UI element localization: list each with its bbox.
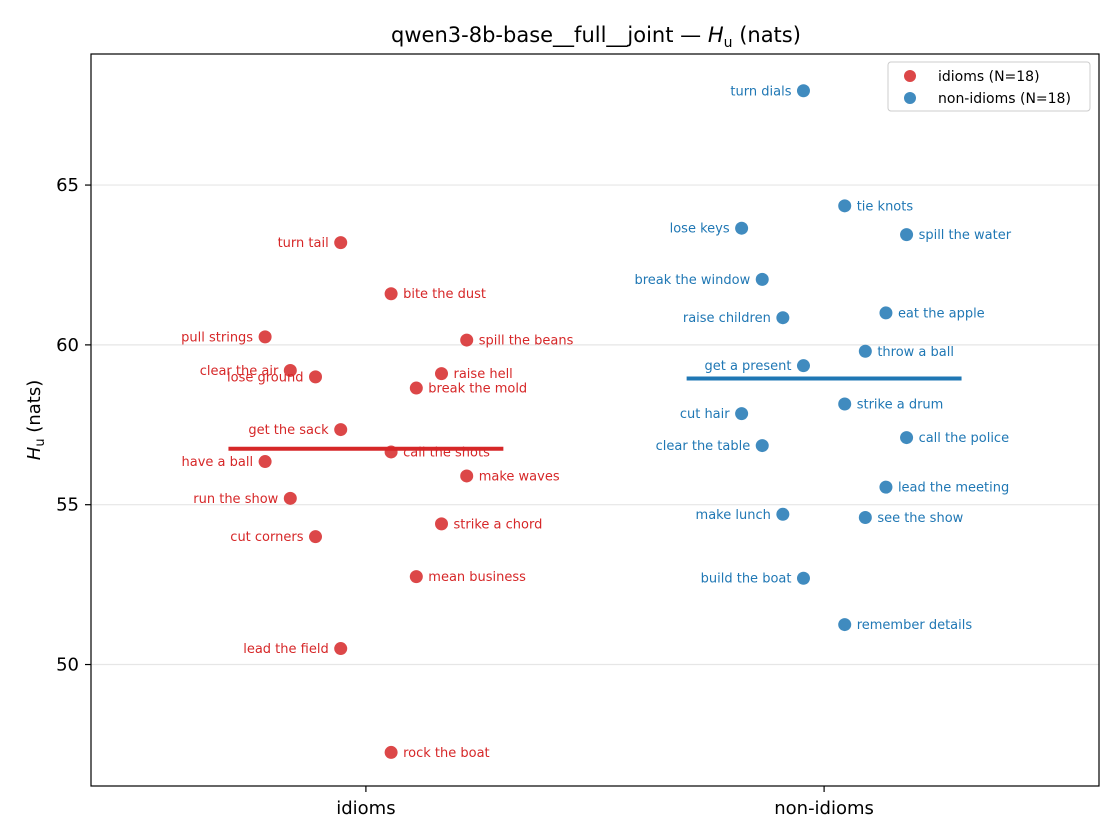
point-labels: turn tail bite the dust pull strings spill …: [181, 84, 1012, 761]
y-tick-label-55: 55: [56, 495, 79, 516]
point-label-break-the-window: break the window: [635, 273, 751, 288]
y-tick-label-60: 60: [56, 335, 79, 356]
point-label-cut-hair: cut hair: [680, 407, 730, 422]
legend-frame: [887, 61, 1091, 112]
point-label-have-a-ball: have a ball: [182, 455, 254, 470]
point-break-the-mold: [409, 381, 423, 395]
point-label-strike-a-drum: strike a drum: [857, 398, 944, 413]
point-label-lead-the-field: lead the field: [243, 642, 328, 657]
point-mean-business: [409, 570, 423, 584]
point-lose-ground: [309, 370, 323, 384]
x-tick-label-idioms: idioms: [336, 798, 395, 819]
legend-label-idioms: idioms (N=18): [938, 69, 1040, 85]
point-call-the-police: [900, 431, 914, 445]
point-label-mean-business: mean business: [428, 570, 526, 585]
point-label-get-a-present: get a present: [704, 359, 791, 374]
point-label-spill-the-water: spill the water: [919, 228, 1012, 243]
point-raise-hell: [435, 367, 449, 381]
point-get-the-sack: [334, 423, 348, 437]
point-label-remember-details: remember details: [857, 618, 973, 633]
point-cut-hair: [735, 407, 749, 421]
point-see-the-show: [858, 510, 872, 524]
legend-marker-non-idioms: [904, 92, 916, 104]
point-turn-tail: [334, 236, 348, 250]
point-label-cut-corners: cut corners: [230, 530, 303, 545]
point-label-make-waves: make waves: [479, 469, 560, 484]
point-eat-the-apple: [879, 306, 893, 320]
grid-lines: [91, 184, 1099, 666]
point-rock-the-boat: [384, 745, 398, 759]
point-lead-the-field: [334, 642, 348, 656]
point-label-turn-tail: turn tail: [278, 236, 329, 251]
point-build-the-boat: [796, 571, 810, 585]
point-turn-dials: [796, 84, 810, 98]
point-spill-the-beans: [460, 333, 474, 347]
point-label-pull-strings: pull strings: [181, 330, 253, 345]
point-cut-corners: [309, 530, 323, 544]
point-label-spill-the-beans: spill the beans: [479, 334, 574, 349]
point-clear-the-air: [283, 363, 297, 377]
x-tick-label-non-idioms: non-idioms: [774, 798, 874, 819]
point-label-lose-keys: lose keys: [670, 222, 730, 237]
point-label-clear-the-air: clear the air: [200, 364, 279, 379]
point-label-turn-dials: turn dials: [730, 84, 791, 99]
point-spill-the-water: [900, 228, 914, 242]
point-lead-the-meeting: [879, 480, 893, 494]
y-axis-label: Hu (nats): [24, 380, 48, 460]
point-raise-children: [776, 311, 790, 325]
point-label-call-the-shots: call the shots: [403, 445, 490, 460]
point-strike-a-chord: [435, 517, 449, 531]
legend: idioms (N=18) non-idioms (N=18): [887, 61, 1091, 112]
y-axis-ticks: 50 55 60 65: [56, 175, 91, 676]
point-clear-the-table: [755, 439, 769, 453]
point-lose-keys: [735, 221, 749, 235]
data-points: [258, 84, 914, 759]
point-bite-the-dust: [384, 287, 398, 301]
point-label-run-the-show: run the show: [193, 492, 278, 507]
legend-label-non-idioms: non-idioms (N=18): [938, 91, 1071, 107]
point-break-the-window: [755, 272, 769, 286]
point-tie-knots: [838, 199, 852, 213]
point-strike-a-drum: [838, 397, 852, 411]
point-label-raise-hell: raise hell: [454, 367, 513, 382]
chart-title: qwen3-8b-base__full__joint — Hu (nats): [391, 23, 801, 51]
point-label-bite-the-dust: bite the dust: [403, 287, 486, 302]
point-label-throw-a-ball: throw a ball: [877, 345, 954, 360]
point-label-build-the-boat: build the boat: [701, 572, 792, 587]
point-have-a-ball: [258, 455, 272, 469]
point-pull-strings: [258, 330, 272, 344]
point-remember-details: [838, 618, 852, 632]
point-label-raise-children: raise children: [683, 311, 771, 326]
plot-frame: [90, 53, 1100, 787]
point-label-lose-ground: lose ground: [227, 370, 303, 385]
point-throw-a-ball: [858, 344, 872, 358]
point-label-make-lunch: make lunch: [696, 508, 771, 523]
point-label-see-the-show: see the show: [877, 511, 963, 526]
point-label-get-the-sack: get the sack: [248, 423, 329, 438]
x-axis-ticks: idioms non-idioms: [336, 786, 874, 819]
y-tick-label-50: 50: [56, 655, 79, 676]
y-tick-label-65: 65: [56, 175, 79, 196]
point-label-lead-the-meeting: lead the meeting: [898, 481, 1009, 496]
point-make-waves: [460, 469, 474, 483]
point-call-the-shots: [384, 445, 398, 459]
point-label-eat-the-apple: eat the apple: [898, 306, 985, 321]
point-label-call-the-police: call the police: [919, 431, 1010, 446]
point-label-tie-knots: tie knots: [857, 199, 914, 214]
point-make-lunch: [776, 507, 790, 521]
point-get-a-present: [796, 359, 810, 373]
point-label-clear-the-table: clear the table: [656, 439, 751, 454]
legend-marker-idioms: [904, 70, 916, 82]
point-label-break-the-mold: break the mold: [428, 382, 527, 397]
point-run-the-show: [283, 491, 297, 505]
mean-lines: [228, 376, 962, 451]
point-label-rock-the-boat: rock the boat: [403, 746, 490, 761]
point-label-strike-a-chord: strike a chord: [454, 517, 543, 532]
